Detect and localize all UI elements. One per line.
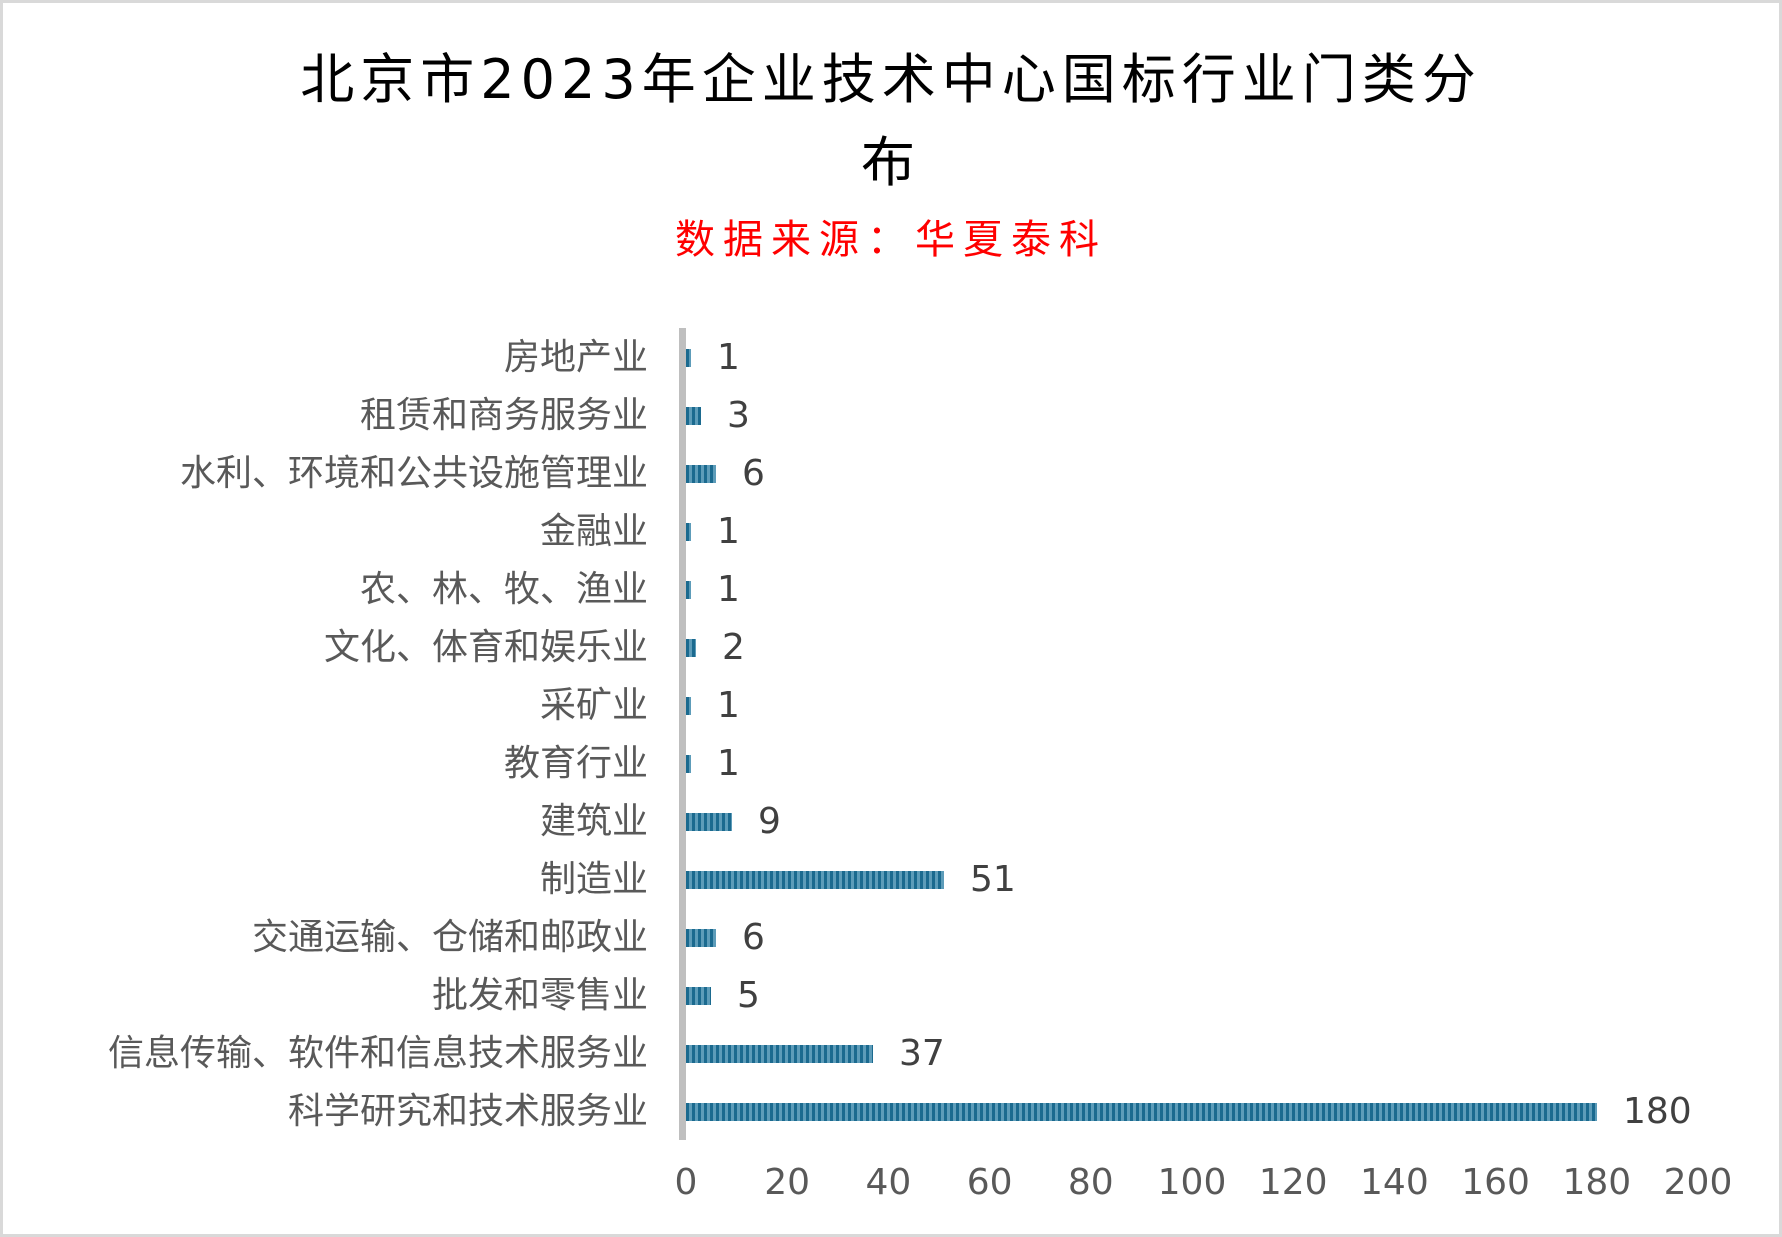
category-label: 水利、环境和公共设施管理业 (179, 453, 648, 494)
x-axis-tick-label: 100 (1157, 1162, 1227, 1203)
bar (686, 465, 716, 483)
chart-subtitle: 数据来源：华夏泰科 (675, 217, 1107, 263)
x-axis-tick-label: 120 (1258, 1162, 1328, 1203)
bar (686, 523, 691, 541)
data-label: 9 (758, 801, 781, 842)
category-label: 制造业 (539, 859, 648, 900)
data-label: 2 (722, 627, 745, 668)
y-axis-line (679, 328, 686, 1140)
x-axis-tick-label: 180 (1562, 1162, 1632, 1203)
chart-title-line2: 布 (861, 131, 921, 194)
category-label: 科学研究和技术服务业 (287, 1091, 648, 1132)
bar (686, 871, 944, 889)
category-label: 金融业 (539, 511, 648, 552)
x-axis-tick-label: 40 (865, 1162, 912, 1203)
category-label: 教育行业 (503, 743, 648, 784)
bar (686, 987, 711, 1005)
category-label: 批发和零售业 (431, 975, 648, 1016)
data-label: 1 (717, 337, 740, 378)
category-label: 建筑业 (539, 801, 648, 842)
category-label: 信息传输、软件和信息技术服务业 (107, 1033, 648, 1074)
data-label: 51 (970, 859, 1016, 900)
data-label: 5 (737, 975, 760, 1016)
category-label: 采矿业 (539, 685, 648, 726)
x-axis-tick-label: 80 (1067, 1162, 1114, 1203)
data-label: 6 (742, 917, 765, 958)
category-label: 农、林、牧、渔业 (359, 569, 648, 610)
data-label: 1 (717, 685, 740, 726)
bar (686, 813, 732, 831)
bar (686, 581, 691, 599)
bar (686, 697, 691, 715)
bar (686, 407, 701, 425)
bar (686, 349, 691, 367)
x-axis-tick-label: 20 (764, 1162, 811, 1203)
bar (686, 929, 716, 947)
data-label: 1 (717, 511, 740, 552)
bar (686, 1103, 1597, 1121)
x-axis-tick-label: 160 (1461, 1162, 1530, 1203)
category-label: 租赁和商务服务业 (359, 395, 648, 436)
bar (686, 1045, 873, 1063)
category-label: 房地产业 (503, 337, 648, 378)
data-label: 3 (727, 395, 750, 436)
bar (686, 639, 696, 657)
x-axis-tick-label: 0 (674, 1162, 698, 1203)
category-label: 交通运输、仓储和邮政业 (251, 917, 648, 958)
bar (686, 755, 691, 773)
x-axis-tick-label: 200 (1663, 1162, 1733, 1203)
data-label: 180 (1623, 1091, 1692, 1132)
x-axis-tick-label: 140 (1360, 1162, 1429, 1203)
data-label: 1 (717, 743, 740, 784)
data-label: 37 (899, 1033, 945, 1074)
data-label: 1 (717, 569, 740, 610)
category-label: 文化、体育和娱乐业 (323, 627, 648, 668)
data-label: 6 (742, 453, 765, 494)
chart-title-line1: 北京市2023年企业技术中心国标行业门类分 (300, 48, 1482, 111)
x-axis-tick-label: 60 (966, 1162, 1013, 1203)
